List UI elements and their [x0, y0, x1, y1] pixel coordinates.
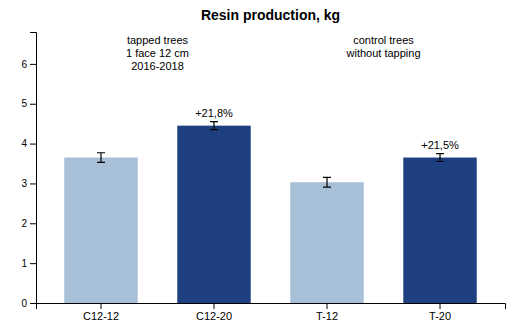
y-tick-label: 1	[21, 258, 27, 269]
x-axis-line	[37, 304, 506, 310]
y-tick: 2	[21, 218, 36, 229]
y-tick-mark	[30, 223, 36, 224]
error-bar-line	[323, 177, 331, 187]
y-tick: 5	[21, 98, 36, 109]
y-tick-mark	[30, 263, 36, 264]
y-tick-mark	[30, 144, 36, 145]
plot: 0 1 2 3 4 5 6 C12-12 C12-20 T-12 T-20 +21,8% +21,5% t…	[21, 33, 505, 322]
annotation: +21,5%	[421, 139, 459, 151]
y-tick-label: 3	[21, 178, 27, 189]
x-tick: T-12	[316, 303, 338, 322]
y-tick: 1	[21, 258, 36, 269]
bars	[64, 122, 476, 303]
x-tick-label: T-12	[316, 310, 338, 322]
bar	[403, 158, 476, 303]
x-tick-label: T-20	[429, 310, 451, 322]
y-tick: 4	[21, 138, 36, 149]
bar	[290, 182, 363, 303]
chart: 0 1 2 3 4 5 6 C12-12 C12-20 T-12 T-20 +21,8% +21,5% t…	[0, 0, 521, 333]
x-tick-label: C12-12	[83, 310, 119, 322]
x-tick: C12-20	[196, 303, 232, 322]
group-label: tapped trees1 face 12 cm2016-2018	[126, 34, 189, 72]
group-label: control treeswithout tapping	[346, 34, 421, 59]
y-axis-line	[30, 33, 37, 304]
annotation: +21,8%	[195, 107, 233, 119]
y-tick-mark	[30, 104, 36, 105]
error-bar-line	[97, 153, 105, 163]
x-tick: T-20	[429, 303, 451, 322]
y-tick-label: 5	[21, 98, 27, 109]
error-bar-line	[210, 122, 218, 130]
error-bar-line	[436, 154, 444, 162]
error-bar	[436, 154, 444, 162]
x-tick-mark	[327, 303, 328, 309]
x-tick: C12-12	[83, 303, 119, 322]
y-tick: 3	[21, 178, 36, 189]
y-tick-mark	[30, 183, 36, 184]
y-tick: 0	[21, 298, 36, 309]
x-tick-mark	[213, 303, 214, 309]
title: Resin production, kg	[201, 7, 340, 23]
y-axis: 0 1 2 3 4 5 6	[21, 33, 36, 309]
error-bar	[210, 122, 218, 130]
x-tick-mark	[100, 303, 101, 309]
x-tick-label: C12-20	[196, 310, 232, 322]
y-tick-mark	[30, 64, 36, 65]
error-bar	[97, 153, 105, 163]
x-axis: C12-12 C12-20 T-12 T-20	[37, 303, 506, 322]
y-tick-label: 6	[21, 59, 27, 70]
y-tick-label: 0	[21, 298, 27, 309]
y-tick: 6	[21, 59, 36, 70]
y-tick-mark	[30, 303, 36, 304]
y-tick-label: 2	[21, 218, 27, 229]
x-tick-mark	[440, 303, 441, 309]
bar	[177, 126, 250, 303]
y-tick-label: 4	[21, 138, 27, 149]
bar	[64, 158, 137, 303]
error-bar	[323, 177, 331, 187]
